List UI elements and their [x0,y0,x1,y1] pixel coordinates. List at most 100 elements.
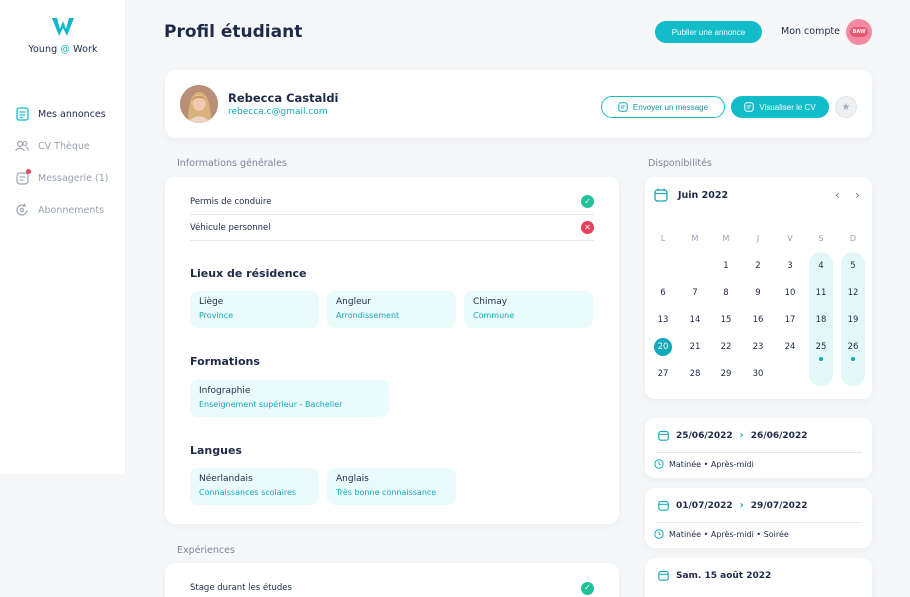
refresh-icon [14,202,30,218]
slot-from: Sam. 15 août 2022 [676,570,772,581]
cross-icon: ✕ [581,221,594,234]
slot-times: Matinée • Après-midi • Soirée [654,529,789,539]
send-message-button[interactable]: Envoyer un message [601,96,725,118]
brand-logo[interactable]: Young @ Work [0,16,126,55]
availability-slot-card[interactable]: Sam. 15 août 2022 [645,558,872,597]
calendar-day[interactable]: 16 [752,315,764,325]
clock-icon [654,529,664,539]
chevron-right-icon[interactable]: › [855,188,860,202]
profile-email[interactable]: rebecca.c@gmail.com [228,107,328,117]
chip-sub: Arrondissement [336,311,400,320]
calendar-day[interactable]: 20 [654,338,672,356]
slot-to: 26/06/2022 [750,430,808,441]
langues-title: Langues [190,444,242,457]
calendar-day[interactable]: 18 [815,315,827,325]
divider [655,452,862,453]
calendar-day[interactable]: 12 [847,288,859,298]
message-icon [14,169,31,186]
profile-name: Rebecca Castaldi [228,91,339,105]
calendar-day[interactable]: 8 [723,288,729,298]
weekday-label: D [849,234,857,243]
calendar-day[interactable]: 24 [784,342,796,352]
calendar-day[interactable]: 11 [815,288,827,298]
calendar-day[interactable]: 1 [723,261,729,271]
slot-to: 29/07/2022 [750,500,808,511]
general-info-card: Permis de conduire ✓ Véhicule personnel … [165,177,619,524]
calendar-day[interactable]: 9 [755,288,761,298]
sidebar-nav: Mes annonces CV Thèque Messagerie (1) Ab… [0,98,126,226]
calendar-day[interactable]: 14 [689,315,701,325]
slot-from: 25/06/2022 [676,430,733,441]
calendar-day[interactable]: 3 [787,261,793,271]
favorite-button[interactable]: ★ [835,96,857,118]
chip-title: Chimay [473,297,508,307]
sidebar: Young @ Work Mes annonces CV Thèque Mess… [0,0,126,474]
publish-button[interactable]: Publier une annonce [655,21,762,43]
weekday-label: V [787,234,793,243]
page-title: Profil étudiant [164,22,303,42]
weekday-label: M [691,234,699,243]
weekend-column [809,252,833,386]
sidebar-item-mes-annonces[interactable]: Mes annonces [0,98,126,130]
chevron-left-icon[interactable]: ‹ [835,188,840,202]
chip-title: Anglais [336,474,369,484]
calendar-day[interactable]: 15 [720,315,732,325]
availability-slot-card[interactable]: 25/06/2022 › 26/06/2022 Matinée • Après-… [645,418,872,478]
calendar-day[interactable]: 19 [847,315,859,325]
section-label-general: Informations générales [177,158,287,169]
users-icon [14,138,30,154]
sidebar-item-cv-theque[interactable]: CV Thèque [0,130,126,162]
clock-icon [654,459,664,469]
calendar-day[interactable]: 17 [784,315,796,325]
view-cv-label: Visualiser le CV [759,102,816,112]
calendar-day[interactable]: 7 [692,288,698,298]
residence-title: Lieux de résidence [190,267,307,280]
calendar-day[interactable]: 2 [755,261,761,271]
calendar-day[interactable]: 10 [784,288,796,298]
weekday-label: J [756,234,760,243]
residence-chip: Angleur Arrondissement [327,291,456,328]
calendar-day[interactable]: 22 [720,342,732,352]
arrow-right-icon: › [739,430,744,441]
experience-label: Stage durant les études [190,583,292,593]
slot-dates: Sam. 15 août 2022 [658,570,771,581]
slot-dates: 01/07/2022 › 29/07/2022 [658,500,807,511]
calendar-day[interactable]: 23 [752,342,764,352]
avatar[interactable]: BAW [846,19,872,45]
calendar-day[interactable]: 30 [752,369,764,379]
info-row-permis: Permis de conduire ✓ [190,189,594,215]
calendar-day[interactable]: 28 [689,369,701,379]
info-row-label: Véhicule personnel [190,222,271,233]
availability-slot-card[interactable]: 01/07/2022 › 29/07/2022 Matinée • Après-… [645,488,872,548]
calendar-day[interactable]: 25 [811,338,831,361]
calendar-day[interactable]: 5 [850,261,856,271]
message-icon [618,102,628,112]
experience-row: Stage durant les études ✓ [190,575,594,597]
weekday-label: M [722,234,730,243]
calendar-day[interactable]: 13 [657,315,669,325]
calendar-day[interactable]: 27 [657,369,669,379]
weekday-label: L [660,234,666,243]
sidebar-item-messagerie[interactable]: Messagerie (1) [0,162,126,194]
calendar-day[interactable]: 21 [689,342,701,352]
check-icon: ✓ [581,581,594,595]
account-link[interactable]: Mon compte [781,26,840,37]
send-message-label: Envoyer un message [632,102,709,112]
calendar-icon [654,188,668,202]
document-icon [744,102,755,112]
chip-title: Liège [199,297,224,307]
calendar-day[interactable]: 4 [818,261,824,271]
chip-sub: Très bonne connaissance [336,488,437,497]
calendar-icon [658,571,669,581]
sidebar-item-abonnements[interactable]: Abonnements [0,194,126,226]
profile-photo [180,85,218,123]
calendar-day[interactable]: 6 [660,288,666,298]
calendar-day[interactable]: 26 [843,338,863,361]
langue-chip: Néerlandais Connaissances scolaires [190,468,319,505]
view-cv-button[interactable]: Visualiser le CV [731,96,829,118]
chip-sub: Connaissances scolaires [199,488,297,497]
chip-sub: Province [199,311,234,320]
calendar-day[interactable]: 29 [720,369,732,379]
chip-sub: Commune [473,311,515,320]
